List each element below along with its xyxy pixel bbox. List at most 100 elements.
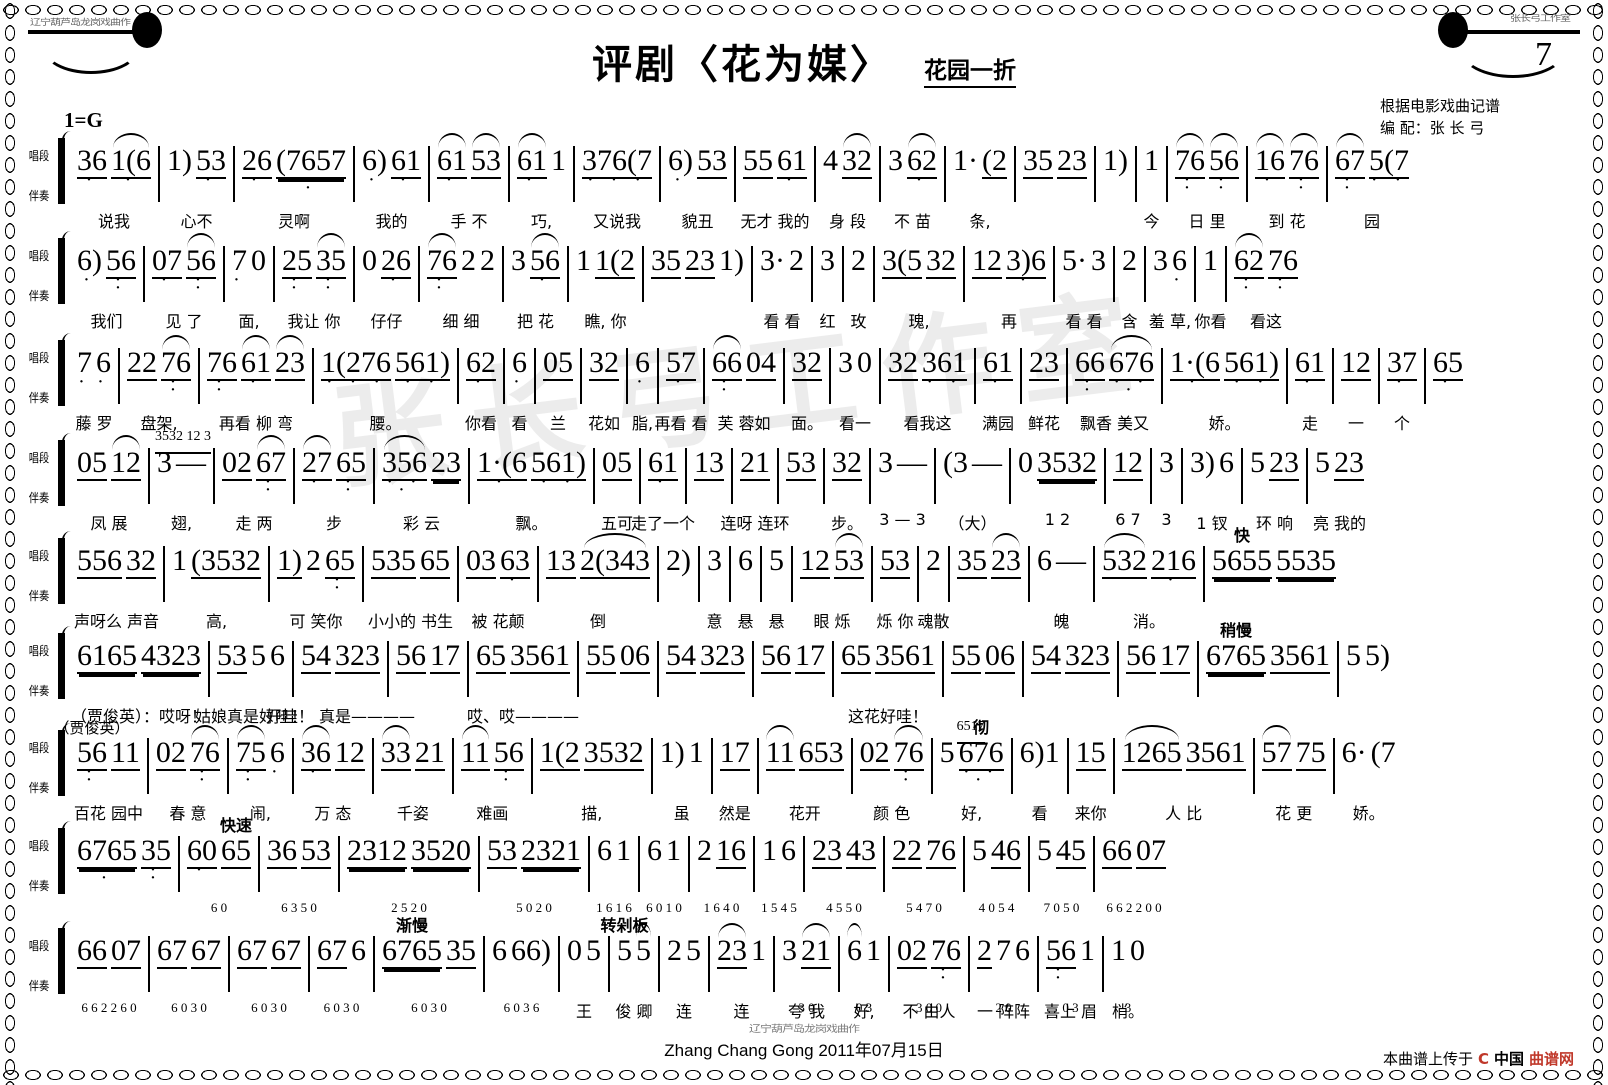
lyric-text: 这花好哇！: [847, 707, 929, 726]
octave-dot: ·: [250, 169, 264, 191]
note-group: 5: [767, 546, 786, 576]
measure: 1 0 梢。 3: [1104, 936, 1152, 1022]
note-group: 06: [618, 641, 652, 674]
note-number: 23: [275, 346, 305, 381]
lyric-text: 脂,: [631, 414, 654, 433]
grace-notes: 3532 12 3: [155, 422, 211, 454]
note-number: 6: [847, 934, 862, 967]
note-group: 61 ·: [1293, 348, 1327, 392]
note-group: 1: [1078, 936, 1097, 966]
lyric-text: 飘。: [515, 514, 548, 533]
measure: 0 26 · 仔仔: [355, 246, 420, 331]
note-group: 1: [574, 246, 593, 276]
note-number: 1: [1111, 934, 1126, 967]
note-group: 1: [1109, 936, 1128, 966]
note-group: 1(2: [593, 246, 637, 279]
label-accompaniment: 伴奏: [28, 391, 50, 405]
page-title: 评剧〈花为媒〉 花园一折: [0, 32, 1608, 90]
note-number: 3532: [1036, 446, 1097, 481]
note-group: 61 ·: [775, 146, 809, 190]
note-group: 5: [1344, 641, 1363, 671]
note-group: 56 · ·: [1044, 936, 1078, 988]
note-number: 676: [1109, 346, 1154, 381]
note-number: 54: [301, 639, 331, 674]
accompaniment-notes: 6 0: [210, 900, 228, 915]
measures: 7 · 6 · 藤 罗 22 76 · · 盘架, 76 · · 61 · 23 再看 柳 弯 1(276 ·…: [70, 330, 1588, 434]
note-group: 5: [1313, 448, 1332, 478]
measure: 57 · 再看 看: [654, 348, 707, 434]
note-number: 3): [1189, 446, 1215, 479]
octave-dot: ·: [78, 371, 91, 393]
note-number: 32: [792, 346, 822, 381]
lyric-text: 看 看: [1065, 312, 1103, 331]
lyric-text: 眼 烁: [813, 612, 851, 631]
measure: 53: [779, 448, 825, 504]
slur-arc: [275, 335, 305, 350]
measure: 56 17: [1119, 641, 1199, 697]
lyric-text: 再看 柳 弯: [218, 414, 294, 433]
note-number: 55: [586, 639, 616, 674]
note-group: 35: [649, 246, 683, 279]
note-number: 16: [1255, 144, 1285, 179]
octave-dot: · ·: [1083, 371, 1097, 401]
note-number: 32: [589, 346, 619, 381]
measure: 0 3532 1 2: [1011, 446, 1106, 529]
note-group: 3561: [508, 641, 572, 674]
note-number: 56: [77, 736, 107, 771]
measure: 56 17: [754, 641, 834, 697]
note-group: 21: [738, 448, 772, 481]
note-number: 653: [798, 736, 844, 771]
note-group: 67: [189, 936, 223, 969]
note-group: 54: [1029, 641, 1063, 674]
lyric-text: 连: [675, 1002, 693, 1021]
slur-arc: [383, 435, 426, 450]
note-number: 32: [831, 446, 862, 481]
note-number: 6): [362, 144, 387, 177]
note-number: 76: [1268, 244, 1298, 279]
note-group: 6·: [633, 348, 652, 393]
measure: 54 323 好哇！ 真是————: [266, 639, 415, 727]
lyric-text: 花开: [788, 804, 821, 823]
note-group: 67 · ·: [1333, 133, 1367, 198]
note-number: 0: [857, 346, 872, 379]
note-number: 55: [951, 639, 981, 674]
note-group: 32: [886, 348, 920, 381]
octave-dot: ·: [195, 859, 209, 881]
slur-arc: [190, 725, 220, 740]
note-number: 1: [666, 834, 681, 867]
measure: 03 63 · 被 花颠: [459, 544, 539, 631]
measure: 26 · (7657 · · · · 灵啊: [235, 146, 355, 231]
lyric-text: 把 花: [516, 312, 555, 331]
measure: 3 56 · 把 花: [504, 233, 569, 331]
slur-arc: [1209, 133, 1239, 148]
note-number: 323: [335, 639, 380, 674]
note-number: 63: [500, 544, 530, 579]
note-number: 61: [983, 346, 1013, 381]
measure: 02 67 · · 走 两: [215, 435, 295, 533]
measure: 76 · · 2 2 细 细: [420, 233, 504, 331]
note-group: 25 · ·: [280, 246, 314, 298]
note-number: 3532: [583, 736, 644, 771]
note-number: 2: [667, 934, 682, 967]
note-group: 57 ·: [664, 348, 698, 392]
note-group: 26 ·: [240, 146, 274, 190]
slur-arc: [437, 133, 467, 148]
speaker-label: （贾俊英）: [54, 721, 130, 737]
measure: 66 07 6 6 2 2 0 0: [1095, 836, 1173, 915]
measure: 53 5 6 姑娘真是好哇！: [195, 641, 307, 727]
measure: 5 46 4 0 5 4: [965, 836, 1030, 915]
note-number: 15: [1075, 736, 1106, 771]
lyric-text: 悬: [737, 612, 754, 631]
measure: 556 32 声呀么 声音: [70, 546, 165, 631]
note-number: 17: [795, 639, 825, 674]
measure: 62 · · 76 · · 看这: [1227, 233, 1305, 331]
note-number: 5: [769, 544, 784, 577]
note-number: 6: [1015, 934, 1030, 967]
octave-dot: · ·: [1370, 169, 1408, 191]
measure: 1) 2 65 · · 可 笑你: [270, 546, 364, 631]
note-group: 56: [759, 641, 793, 674]
